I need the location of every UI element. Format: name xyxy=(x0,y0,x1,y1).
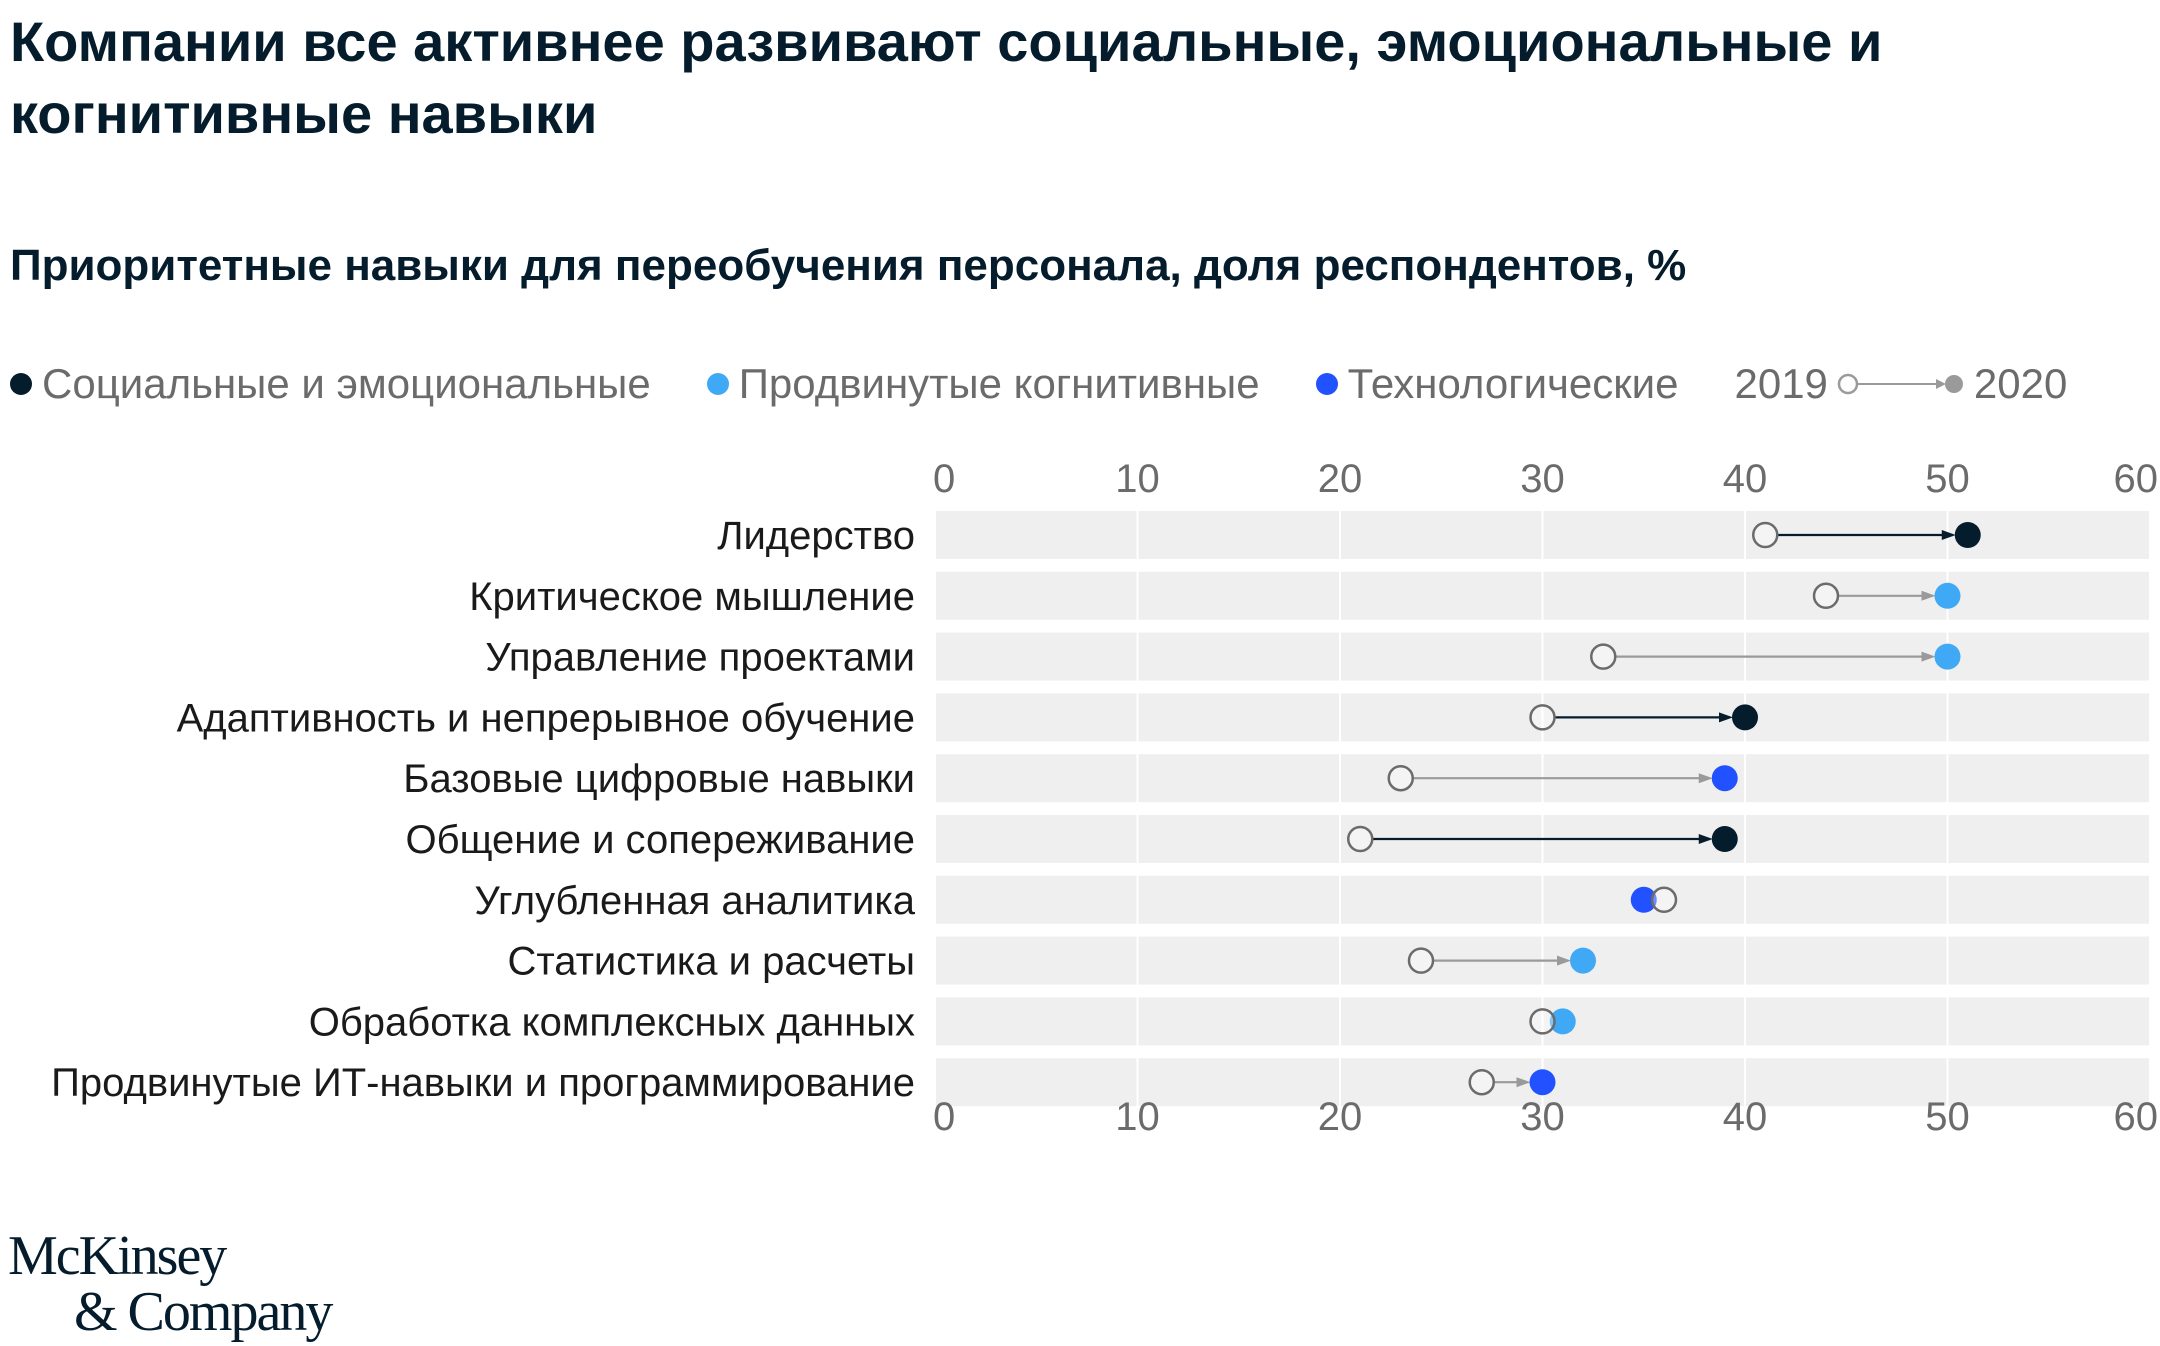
x-tick-label-bottom: 20 xyxy=(1318,1095,1363,1139)
x-tick-label-top: 10 xyxy=(1115,457,1160,501)
legend-item-social: Социальные и эмоциональные xyxy=(10,360,651,408)
legend-item-cognitive: Продвинутые когнитивные xyxy=(706,360,1260,408)
legend-year-end: 2020 xyxy=(1973,360,2068,407)
arrow-head xyxy=(1557,955,1571,966)
arrow-head xyxy=(1698,834,1713,844)
arrow-head xyxy=(1921,590,1936,601)
point-2020 xyxy=(1732,704,1758,731)
page-title: Компании все активнее развивают социальн… xyxy=(10,10,1883,145)
legend-label: Социальные и эмоциональные xyxy=(42,360,651,407)
point-2019 xyxy=(1468,1068,1495,1096)
logo-line-1: McKinsey xyxy=(8,1225,227,1287)
arrow-head xyxy=(1516,1077,1531,1088)
legend-arrow-icon xyxy=(1837,373,1963,395)
x-tick-label-top: 20 xyxy=(1318,457,1363,501)
point-2020 xyxy=(1711,765,1738,792)
point-2019 xyxy=(1407,947,1435,974)
mckinsey-logo: McKinsey & Company xyxy=(8,1225,333,1343)
legend-label: Технологические xyxy=(1347,360,1679,407)
point-2020 xyxy=(1934,582,1961,609)
chart-legend: Социальные и эмоциональные Продвинутые к… xyxy=(10,352,2067,416)
x-tick-label-top: 60 xyxy=(2114,457,2159,501)
row-label: Углубленная аналитика xyxy=(474,879,915,923)
x-tick-label-top: 0 xyxy=(933,457,955,501)
point-2020 xyxy=(1529,1069,1556,1096)
point-2019 xyxy=(1812,582,1840,610)
x-tick-label-top: 50 xyxy=(1925,457,1970,501)
point-2019 xyxy=(1347,825,1374,853)
point-2019 xyxy=(1529,704,1556,731)
x-tick-label-bottom: 10 xyxy=(1115,1095,1160,1139)
x-tick-label-bottom: 40 xyxy=(1723,1095,1768,1139)
row-label: Управление проектами xyxy=(485,636,915,680)
legend-label: Продвинутые когнитивные xyxy=(738,360,1260,407)
row-label: Общение и сопереживание xyxy=(406,818,915,862)
point-2019 xyxy=(1752,521,1779,549)
x-tick-label-bottom: 50 xyxy=(1925,1095,1970,1139)
chart-subtitle: Приоритетные навыки для переобучения пер… xyxy=(10,241,1687,290)
legend-item-tech: Технологические xyxy=(1315,360,1679,408)
row-label: Обработка комплексных данных xyxy=(309,1000,915,1044)
row-label: Критическое мышление xyxy=(469,575,915,619)
x-tick-label-bottom: 0 xyxy=(933,1095,955,1139)
dumbbell-chart: 0 0 10 10 20 20 30 30 40 40 50 50 60 60 Лидерство Крити… xyxy=(51,457,2159,1139)
point-2020 xyxy=(1549,1008,1576,1035)
arrow-head xyxy=(1921,651,1936,662)
x-tick-label-top: 40 xyxy=(1723,457,1768,501)
legend-year-start: 2019 xyxy=(1734,360,1828,407)
arrow-head xyxy=(1941,530,1956,540)
logo-line-2: & Company xyxy=(74,1281,333,1343)
arrow-head xyxy=(1719,712,1733,723)
x-tick-label-bottom: 30 xyxy=(1520,1095,1565,1139)
point-2019 xyxy=(1590,643,1617,670)
point-2020 xyxy=(1630,886,1657,913)
legend-dot-icon xyxy=(10,373,32,395)
legend-dot-icon xyxy=(706,373,729,395)
point-2019 xyxy=(1650,886,1678,914)
row-label: Базовые цифровые навыки xyxy=(403,757,915,801)
point-2019 xyxy=(1387,764,1414,792)
row-label: Адаптивность и непрерывное обучение xyxy=(177,696,915,740)
row-label: Продвинутые ИТ-навыки и программирование xyxy=(51,1061,915,1105)
row-label: Статистика и расчеты xyxy=(507,940,915,984)
point-2019 xyxy=(1529,1008,1556,1035)
point-2020 xyxy=(1570,947,1596,974)
point-2020 xyxy=(1954,522,1981,548)
row-label: Лидерство xyxy=(717,514,915,558)
x-tick-label-bottom: 60 xyxy=(2114,1095,2159,1139)
arrow-head xyxy=(1698,773,1713,784)
x-tick-label-top: 30 xyxy=(1520,457,1565,501)
legend-years: 2019 2020 xyxy=(1734,360,2067,408)
point-2020 xyxy=(1711,826,1738,852)
point-2020 xyxy=(1934,643,1961,670)
legend-dot-icon xyxy=(1315,373,1338,395)
